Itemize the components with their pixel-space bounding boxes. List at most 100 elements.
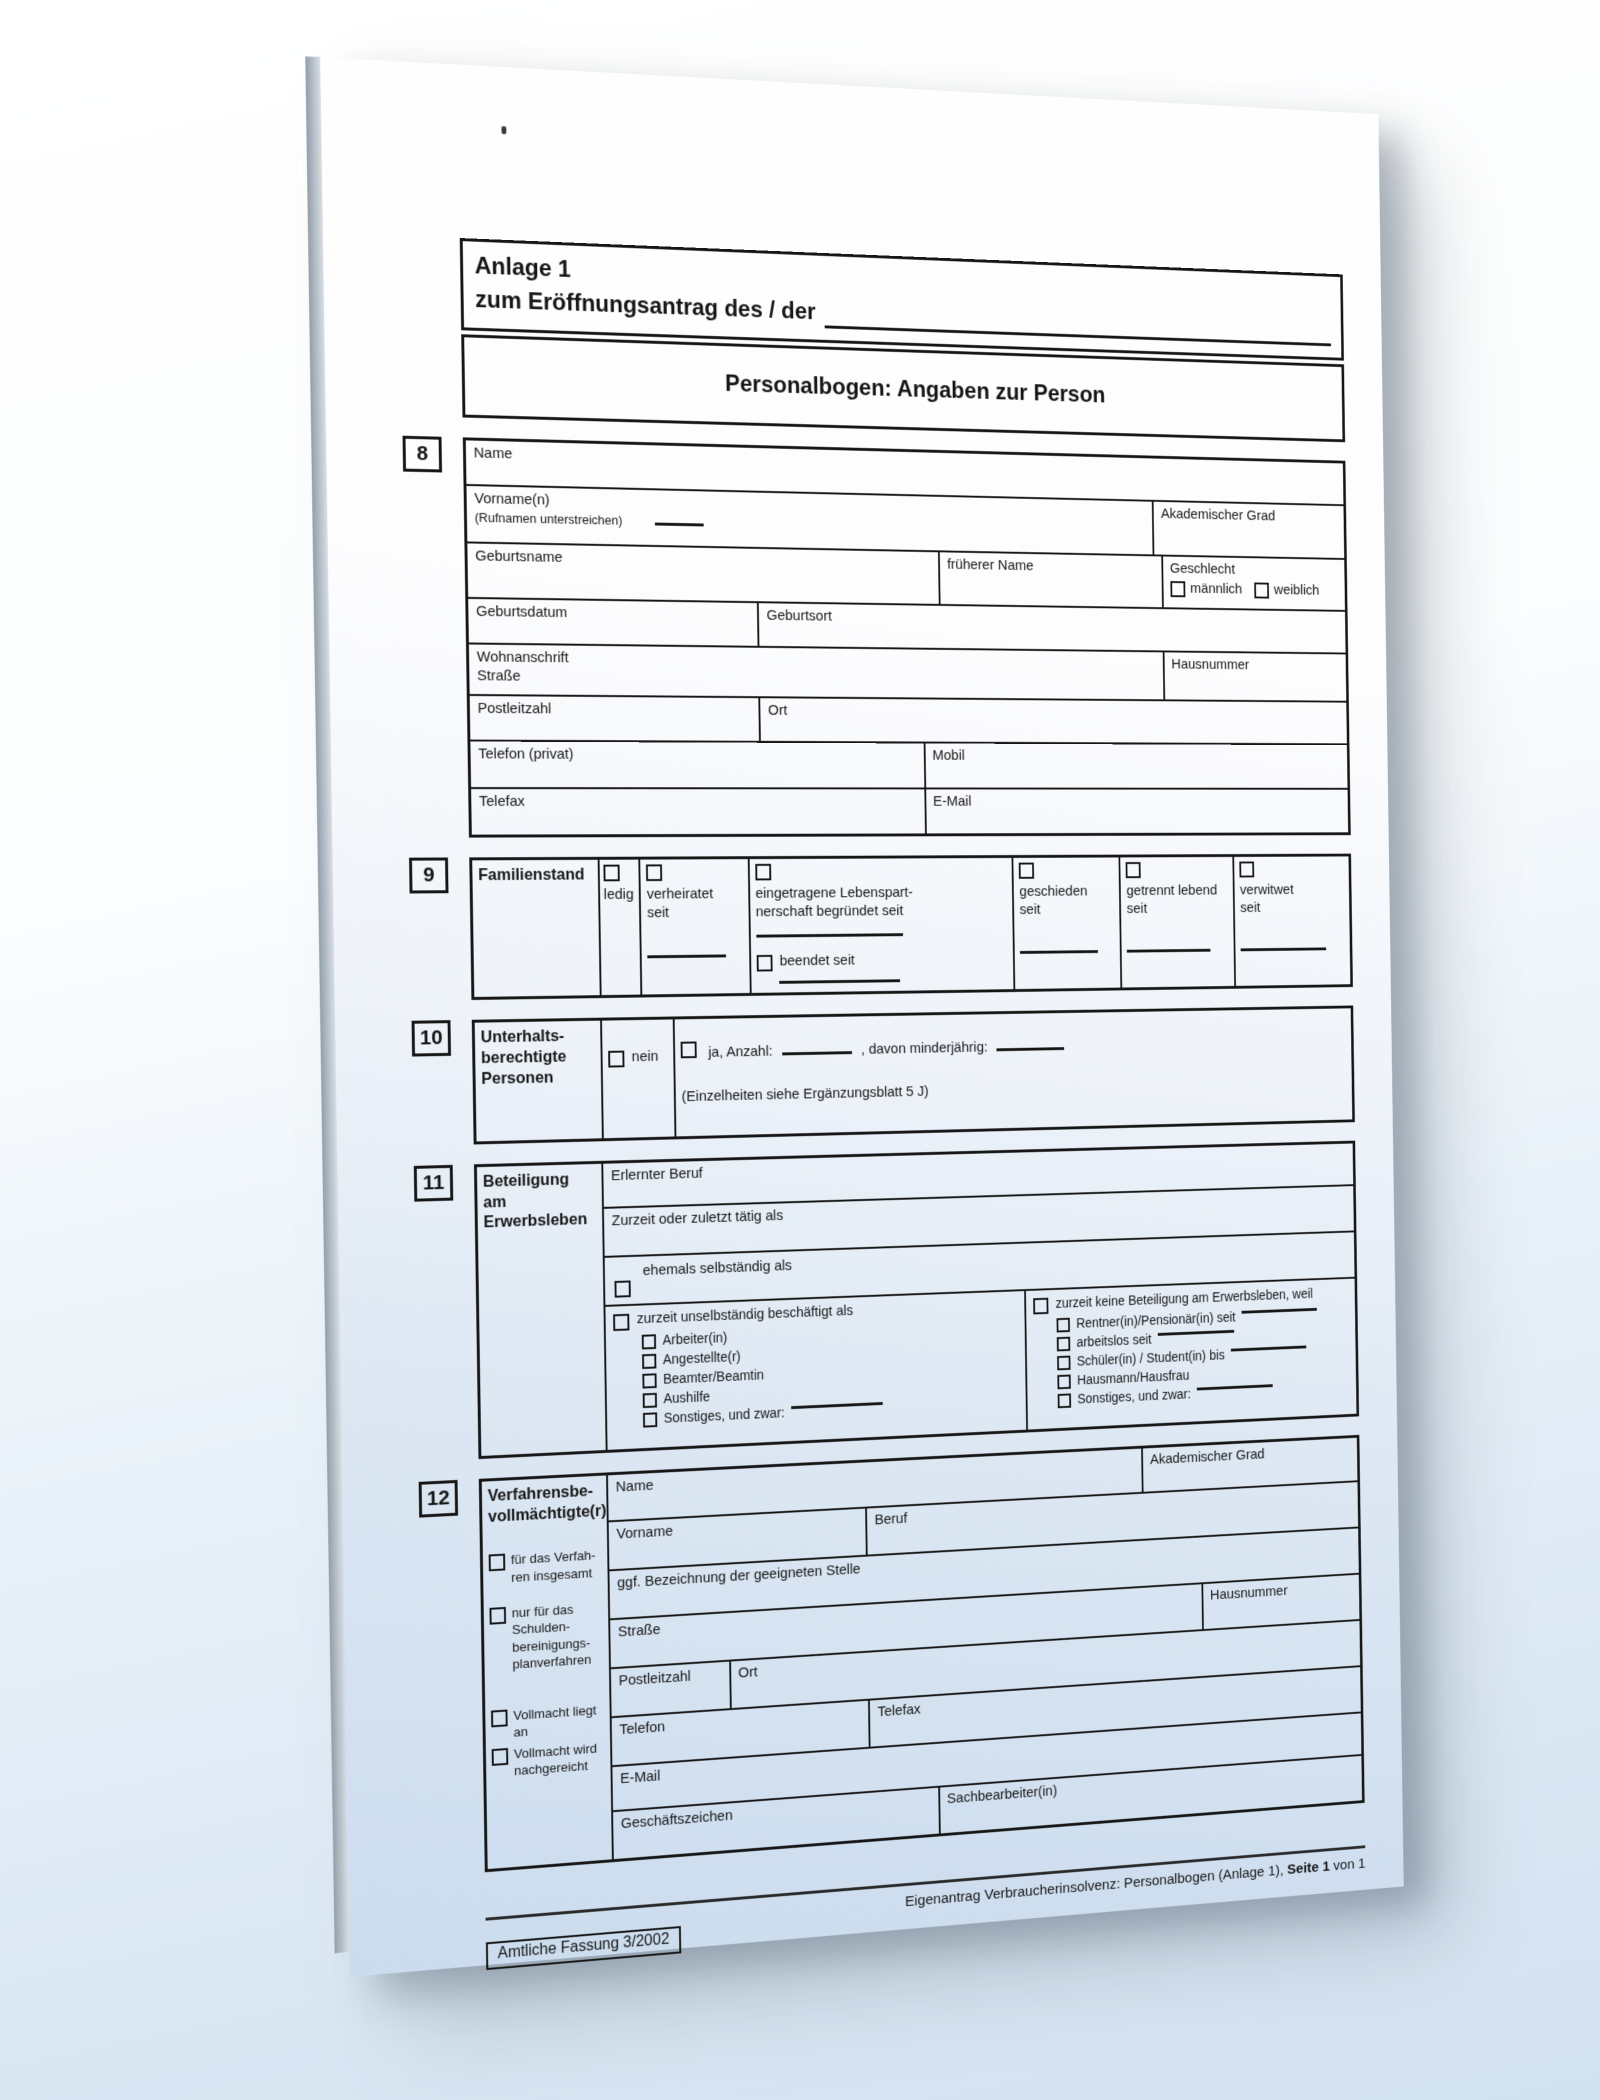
- bev-hausnummer-label: Hausnummer: [1210, 1582, 1288, 1604]
- fruehere-name-label: früherer Name: [946, 556, 1034, 575]
- geschieden-seit-line[interactable]: [1020, 948, 1099, 955]
- verwitwet-label: verwitwet seit: [1239, 881, 1294, 916]
- field-geschlecht: Geschlecht männlich weiblich: [1161, 556, 1345, 611]
- sonstiges-rechts-line[interactable]: [1196, 1382, 1273, 1391]
- unterhalt-label: Unterhalts- berechtigte Personen: [480, 1027, 567, 1088]
- option-geschieden: geschieden seit: [1011, 857, 1121, 990]
- aushilfe-label: Aushilfe: [663, 1388, 711, 1407]
- telefax-label: Telefax: [478, 793, 525, 811]
- verwitwet-seit-line[interactable]: [1240, 946, 1327, 952]
- arbeiter-label: Arbeiter(in): [662, 1329, 728, 1348]
- checkbox-beamter[interactable]: [642, 1373, 657, 1389]
- field-fruehere-name[interactable]: früherer Name: [937, 552, 1162, 608]
- bevollmaechtigte-label: Verfahrensbe- vollmächtigte(r): [487, 1482, 607, 1526]
- checkbox-nein[interactable]: [607, 1050, 625, 1068]
- vorname-hint: (Rufnamen unterstreichen): [474, 509, 623, 528]
- checkbox-beendet[interactable]: [756, 955, 773, 972]
- field-akademischer-grad[interactable]: Akademischer Grad: [1151, 501, 1345, 559]
- checkbox-geschieden[interactable]: [1019, 862, 1035, 879]
- checkbox-sonstiges-links[interactable]: [642, 1412, 658, 1428]
- checkbox-vollmacht-liegt-an[interactable]: [491, 1709, 508, 1728]
- checkbox-getrennt-lebend[interactable]: [1126, 862, 1142, 879]
- form-content: Anlage 1 zum Eröffnungsantrag des / der …: [402, 238, 1366, 1971]
- hausmann-label: Hausmann/Hausfrau: [1076, 1367, 1190, 1388]
- checkbox-aushilfe[interactable]: [642, 1392, 657, 1409]
- section-number-10: 10: [411, 1020, 452, 1057]
- verheiratet-seit-line[interactable]: [647, 952, 727, 959]
- bev-email-label: E-Mail: [620, 1767, 661, 1788]
- field-geburtsname[interactable]: Geburtsname: [467, 544, 938, 604]
- erwerbsleben-label-cell: Beteiligung am Erwerbsleben: [476, 1163, 608, 1457]
- checkbox-keine-beteiligung[interactable]: [1033, 1297, 1049, 1315]
- schuldenbereinigung-label: nur für das Schulden- bereinigungs- plan…: [511, 1601, 592, 1672]
- ergaenzungsblatt-hint: (Einzelheiten siehe Ergänzungsblatt 5 J): [681, 1083, 929, 1106]
- section-8-person: 8 Name Vorname(n) (Rufnamen unterstreich…: [402, 435, 1351, 838]
- checkbox-unselbstaendig[interactable]: [613, 1313, 630, 1332]
- bev-ort-label: Ort: [738, 1663, 758, 1682]
- bev-beruf-label: Beruf: [874, 1510, 908, 1529]
- rentner-seit-line[interactable]: [1241, 1306, 1317, 1314]
- ehemals-selbstaendig-label: ehemals selbständig als: [642, 1257, 793, 1280]
- ort-label: Ort: [767, 702, 788, 719]
- rufname-underline[interactable]: [654, 520, 704, 527]
- anzahl-line[interactable]: [782, 1049, 852, 1056]
- verheiratet-label: verheiratet seit: [646, 885, 714, 921]
- getrennt-seit-line[interactable]: [1127, 947, 1211, 954]
- field-strasse[interactable]: Wohnanschrift Straße: [469, 645, 1163, 700]
- checkbox-sonstiges-rechts[interactable]: [1057, 1393, 1072, 1409]
- checkbox-arbeiter[interactable]: [641, 1334, 657, 1350]
- field-geburtsdatum[interactable]: Geburtsdatum: [468, 599, 758, 646]
- field-telefax[interactable]: Telefax: [471, 789, 924, 835]
- zurzeit-taetig-label: Zurzeit oder zuletzt tätig als: [611, 1207, 784, 1230]
- form-title: Personalbogen: Angaben zur Person: [724, 370, 1106, 409]
- option-nein: nein: [599, 1019, 675, 1139]
- field-mobil[interactable]: Mobil: [923, 743, 1348, 789]
- field-bev-postleitzahl[interactable]: Postleitzahl: [611, 1662, 730, 1717]
- field-hausnummer[interactable]: Hausnummer: [1162, 652, 1347, 701]
- field-postleitzahl[interactable]: Postleitzahl: [470, 696, 760, 741]
- maennlich-label: männlich: [1190, 580, 1243, 598]
- minderjaehrig-line[interactable]: [996, 1045, 1065, 1052]
- checkbox-verwitwet[interactable]: [1239, 861, 1255, 878]
- checkbox-schuldenbereinigung[interactable]: [489, 1606, 507, 1625]
- field-ort[interactable]: Ort: [758, 698, 1347, 744]
- checkbox-lebenspartnerschaft[interactable]: [754, 864, 771, 881]
- angestellte-label: Angestellte(r): [662, 1348, 741, 1368]
- checkbox-weiblich[interactable]: [1254, 582, 1269, 599]
- bev-telefax-label: Telefax: [877, 1701, 921, 1721]
- bev-strasse-label: Straße: [617, 1621, 661, 1641]
- beendet-label: beendet seit: [779, 952, 855, 970]
- field-telefon-privat[interactable]: Telefon (privat): [470, 742, 923, 788]
- field-email[interactable]: E-Mail: [923, 789, 1349, 834]
- checkbox-schueler[interactable]: [1057, 1355, 1071, 1371]
- checkbox-verheiratet[interactable]: [646, 864, 663, 882]
- sonstiges-links-line[interactable]: [791, 1400, 883, 1410]
- verfahren-insgesamt-label: für das Verfah- ren insgesamt: [510, 1548, 596, 1585]
- option-verwitwet: verwitwet seit: [1232, 856, 1351, 987]
- section-number-8: 8: [402, 435, 443, 473]
- checkbox-ja[interactable]: [680, 1041, 698, 1059]
- checkbox-hausmann[interactable]: [1057, 1374, 1071, 1390]
- arbeitslos-seit-line[interactable]: [1157, 1328, 1234, 1337]
- checkbox-ehemals-selbstaendig[interactable]: [614, 1280, 631, 1298]
- checkbox-maennlich[interactable]: [1170, 580, 1186, 598]
- checkbox-rentner[interactable]: [1056, 1317, 1071, 1333]
- stray-mark: [501, 126, 507, 135]
- section-number-12: 12: [418, 1480, 459, 1518]
- beendet-seit-line[interactable]: [778, 977, 901, 985]
- option-getrennt-lebend: getrennt lebend seit: [1118, 857, 1235, 988]
- checkbox-angestellte[interactable]: [642, 1353, 657, 1370]
- postleitzahl-label: Postleitzahl: [477, 700, 552, 718]
- checkbox-vollmacht-nachgereicht[interactable]: [491, 1747, 509, 1766]
- ja-anzahl-label: ja, Anzahl:: [708, 1043, 773, 1061]
- checkbox-arbeitslos[interactable]: [1056, 1336, 1071, 1352]
- field-geburtsort[interactable]: Geburtsort: [757, 603, 1346, 653]
- schueler-bis-line[interactable]: [1230, 1343, 1307, 1352]
- lebenspartnerschaft-seit-line[interactable]: [756, 931, 904, 939]
- checkbox-verfahren-insgesamt[interactable]: [488, 1554, 506, 1572]
- section-11-erwerbsleben: 11 Beteiligung am Erwerbsleben Erlernter…: [413, 1140, 1360, 1460]
- sachbearbeiter-label: Sachbearbeiter(in): [946, 1782, 1058, 1808]
- telefon-privat-label: Telefon (privat): [478, 745, 574, 763]
- checkbox-ledig[interactable]: [603, 864, 620, 882]
- familienstand-label-cell: Familienstand: [472, 860, 599, 997]
